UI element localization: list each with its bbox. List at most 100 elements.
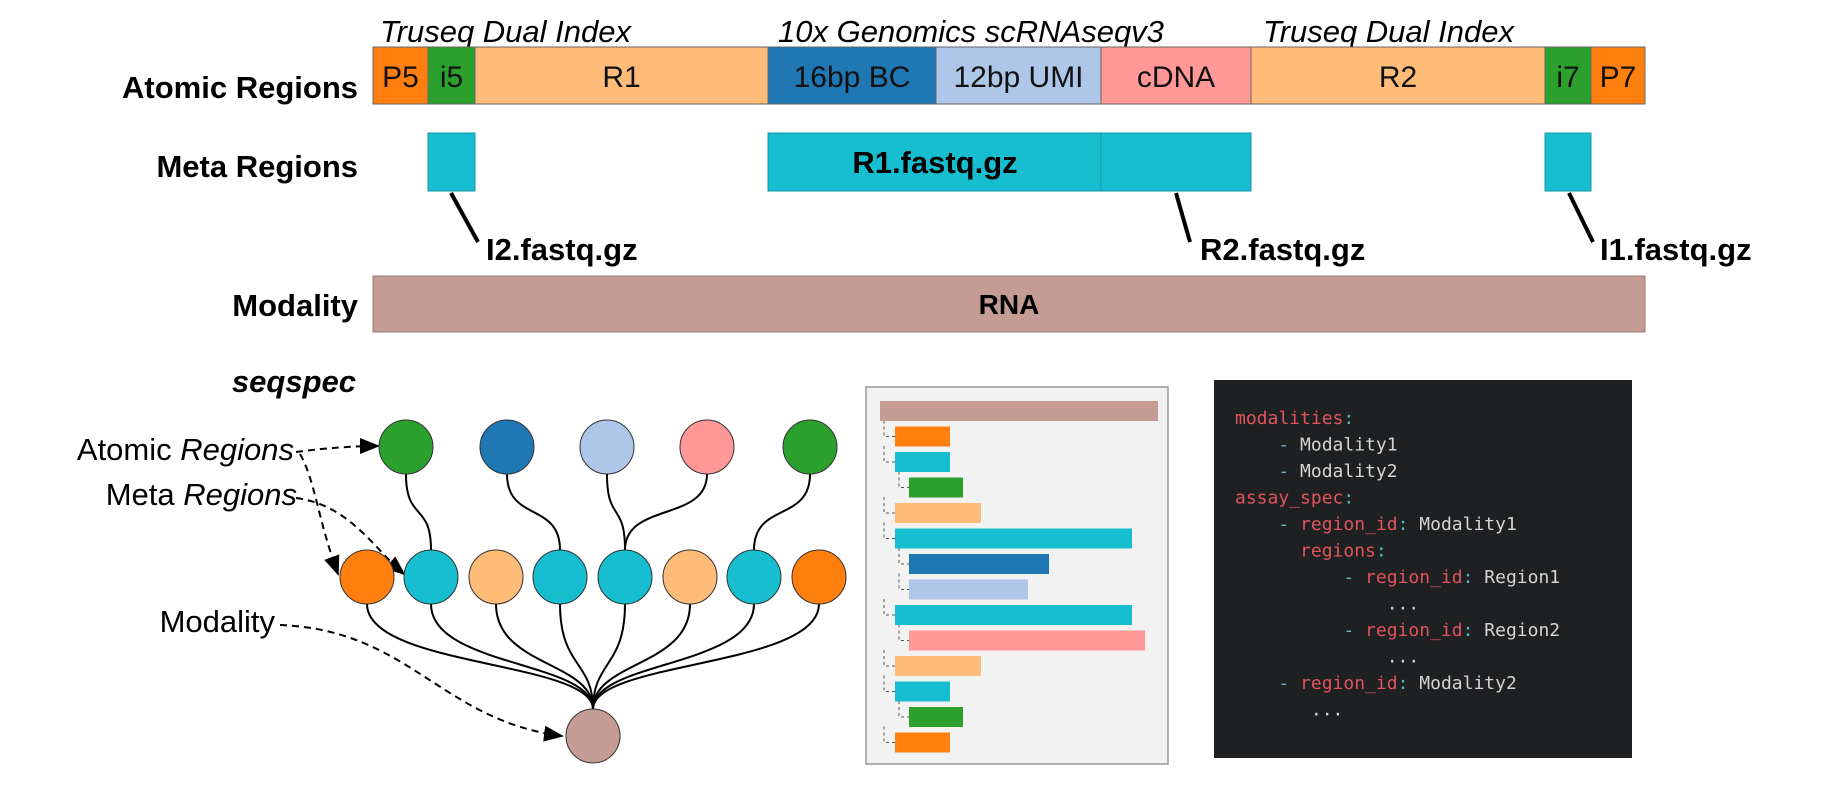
yaml-line: - region_id: Region2 <box>1235 620 1560 641</box>
meta-regions: R1.fastq.gz <box>427 132 1592 192</box>
row-label-modality: Modality <box>232 288 358 323</box>
group-label-truseq-left: Truseq Dual Index <box>380 14 632 49</box>
yaml-line: - region_id: Modality2 <box>1235 673 1517 694</box>
meta-region-node <box>791 549 847 605</box>
tree-nodes <box>339 419 847 764</box>
yaml-line: modalities: <box>1235 408 1354 429</box>
meta-region-node <box>468 549 524 605</box>
tree-edge-meta-root <box>430 603 594 710</box>
tree-edge-meta-root <box>592 603 626 710</box>
tree-icon-bar <box>895 732 950 753</box>
yaml-line: ... <box>1235 700 1343 721</box>
callout-i1-label: I1.fastq.gz <box>1600 232 1752 267</box>
meta-region-node <box>532 549 588 605</box>
atomic-region-label: 16bp BC <box>794 61 911 94</box>
atomic-region-i7 <box>1544 46 1592 105</box>
legend-arrows <box>279 438 564 742</box>
atomic-region-p5 <box>372 46 429 105</box>
callout-i2-label: I2.fastq.gz <box>486 232 638 267</box>
yaml-panel: modalities: - Modality1 - Modality2 assay… <box>1214 380 1632 758</box>
modality-bar <box>372 275 1646 333</box>
tree-edge-atomic-meta <box>753 473 811 551</box>
tree-edge-meta-root <box>366 603 594 710</box>
tree-icon-bar <box>909 477 963 498</box>
legend-modality: Modality <box>160 604 276 639</box>
atomic-region-label: 12bp UMI <box>953 61 1083 94</box>
tree-edge-meta-root <box>559 603 594 710</box>
callout-line-r2 <box>1174 192 1192 243</box>
meta-region-node <box>662 549 718 605</box>
row-label-meta: Meta Regions <box>156 149 358 184</box>
legend-arrow-modality <box>279 624 564 742</box>
yaml-code: modalities: - Modality1 - Modality2 assay… <box>1235 408 1560 721</box>
tree-icon-bar <box>895 681 950 702</box>
atomic-region-p7 <box>1590 46 1646 105</box>
atomic-region-i5 <box>427 46 476 105</box>
tree-icon-bar <box>880 401 1158 421</box>
atomic-region-label: i5 <box>440 61 463 94</box>
tree-edge-atomic-meta <box>405 473 432 551</box>
atomic-region-node <box>579 419 635 475</box>
tree-edge-meta-root <box>592 603 691 710</box>
legend-arrow-atomic <box>295 438 380 455</box>
meta-region-node <box>403 549 459 605</box>
legend-atomic-regions: Atomic Regions <box>77 432 294 467</box>
yaml-line: ... <box>1235 594 1419 615</box>
meta-region-read1 <box>767 132 1102 192</box>
tree-edge-meta-root <box>495 603 594 710</box>
atomic-region-node <box>479 419 535 475</box>
atomic-region-label: P7 <box>1600 61 1637 94</box>
callout-line-i1 <box>1567 192 1595 243</box>
tree-edge-atomic-meta <box>606 473 626 551</box>
tree-edge-meta-root <box>592 603 755 710</box>
yaml-panel-background <box>1214 380 1632 758</box>
legend-arrow-meta-2 <box>299 453 340 576</box>
yaml-line: - region_id: Modality1 <box>1235 514 1517 535</box>
atomic-region-16bp-bc <box>767 46 937 105</box>
callout-r2-label: R2.fastq.gz <box>1200 232 1365 267</box>
atomic-region-label: R2 <box>1379 61 1417 94</box>
yaml-line: - region_id: Region1 <box>1235 567 1560 588</box>
atomic-region-node <box>378 419 434 475</box>
modality-bar-label: RNA <box>979 289 1040 320</box>
atomic-region-r2 <box>1250 46 1546 105</box>
meta-region-node <box>339 549 395 605</box>
atomic-region-node <box>679 419 735 475</box>
yaml-line: - Modality2 <box>1235 461 1398 482</box>
meta-region-node <box>597 549 653 605</box>
tree-edge-atomic-meta <box>624 473 708 551</box>
atomic-region-label: i7 <box>1556 61 1579 94</box>
tree-icon-panel <box>865 386 1169 765</box>
atomic-region-cdna <box>1100 46 1252 105</box>
legend-meta-regions: Meta Regions <box>106 477 297 512</box>
callout-line-i2 <box>449 192 480 243</box>
tree-icon-bar <box>895 452 950 472</box>
meta-region-node <box>726 549 782 605</box>
meta-region-i7 <box>1544 132 1592 192</box>
tree-icon-bar <box>909 630 1145 651</box>
yaml-line: - Modality1 <box>1235 435 1398 456</box>
modality-node <box>565 708 621 764</box>
row-label-seqspec: seqspec <box>232 364 356 399</box>
tree-icon-bar <box>895 503 981 523</box>
tree-icon-bar <box>909 579 1028 600</box>
atomic-region-label: R1 <box>602 61 640 94</box>
tree-icon-bar <box>909 707 963 727</box>
tree-icon-bar <box>909 554 1049 574</box>
atomic-region-r1 <box>474 46 769 105</box>
atomic-region-label: cDNA <box>1137 61 1215 94</box>
atomic-region-label: P5 <box>382 61 419 94</box>
tree-edges <box>366 473 820 710</box>
meta-region-read2 <box>1100 132 1252 192</box>
tree-icon-bar <box>895 656 981 676</box>
meta-region-i5 <box>427 132 476 192</box>
tree-edge-atomic-meta <box>506 473 561 551</box>
group-label-truseq-right: Truseq Dual Index <box>1263 14 1515 49</box>
tree-icon-bar <box>895 605 1132 625</box>
meta-region-read1-label: R1.fastq.gz <box>852 145 1017 180</box>
group-label-10x: 10x Genomics scRNAseqv3 <box>778 14 1164 49</box>
tree-edge-meta-root <box>592 603 820 710</box>
atomic-region-12bp-umi <box>935 46 1102 105</box>
atomic-region-node <box>782 419 838 475</box>
